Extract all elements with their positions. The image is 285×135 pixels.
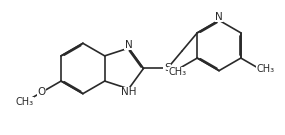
Text: N: N <box>125 40 133 50</box>
Text: S: S <box>164 63 171 73</box>
Text: O: O <box>37 87 46 97</box>
Text: CH₃: CH₃ <box>256 64 275 74</box>
Text: CH₃: CH₃ <box>15 97 34 107</box>
Text: N: N <box>215 12 223 22</box>
Text: CH₃: CH₃ <box>169 67 187 77</box>
Text: NH: NH <box>121 87 137 97</box>
